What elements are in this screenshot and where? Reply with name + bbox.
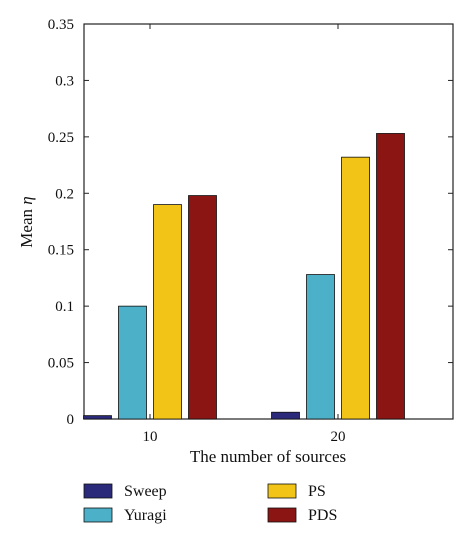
legend-label-ps: PS: [308, 483, 326, 500]
bar-sweep-20: [271, 411, 300, 420]
plot-frame: [83, 23, 454, 420]
legend-swatch-pds: [267, 507, 297, 523]
y-tick-label: 0.25: [48, 130, 74, 146]
legend-label-sweep: Sweep: [124, 483, 167, 500]
y-axis: 0 0.05 0.1 0.15 0.2 0.25 0.3 0.35: [48, 17, 453, 428]
y-tick-label: 0.05: [48, 356, 74, 372]
bar-ps-20: [341, 156, 370, 420]
legend: Sweep Yuragi PS PDS: [83, 483, 337, 524]
legend-label-yuragi: Yuragi: [124, 507, 167, 524]
legend-swatch-sweep: [83, 483, 113, 499]
bar-yuragi-10: [118, 305, 147, 420]
y-axis-title: Mean η: [17, 196, 36, 247]
y-tick-label: 0.2: [55, 186, 74, 202]
x-tick-label: 10: [143, 429, 158, 445]
bar-pds-20: [376, 133, 405, 420]
y-tick-label: 0.1: [55, 299, 74, 315]
bar-ps-10: [153, 204, 182, 420]
x-tick-label: 20: [331, 429, 346, 445]
bar-pds-10: [188, 195, 217, 420]
bar-sweep-10: [83, 415, 112, 420]
y-tick-label: 0.35: [48, 17, 74, 33]
bar-series-group: [83, 133, 405, 420]
legend-label-pds: PDS: [308, 507, 337, 524]
legend-swatch-ps: [267, 483, 297, 499]
x-axis: 10 20: [143, 24, 346, 445]
y-tick-label: 0.15: [48, 243, 74, 259]
y-tick-label: 0: [67, 412, 75, 428]
legend-swatch-yuragi: [83, 507, 113, 523]
bar-yuragi-20: [306, 274, 335, 420]
x-axis-title: The number of sources: [190, 447, 346, 466]
y-tick-label: 0.3: [55, 73, 74, 89]
